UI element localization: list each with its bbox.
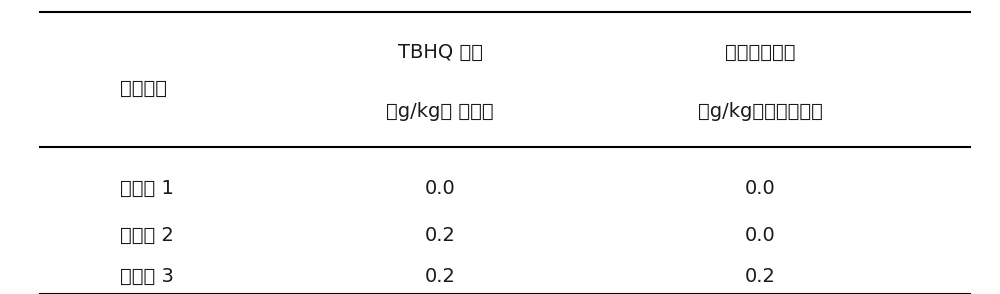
Text: 样品编号: 样品编号 xyxy=(120,79,167,98)
Text: （g/kg， 奶油）: （g/kg， 奶油） xyxy=(386,102,494,121)
Text: 0.0: 0.0 xyxy=(745,179,775,198)
Text: 0.0: 0.0 xyxy=(745,226,775,245)
Text: （g/kg，泡芙外壳）: （g/kg，泡芙外壳） xyxy=(698,102,822,121)
Text: 样品组 1: 样品组 1 xyxy=(120,179,174,198)
Text: 样品组 2: 样品组 2 xyxy=(120,226,174,245)
Text: 0.0: 0.0 xyxy=(425,179,455,198)
Text: 0.2: 0.2 xyxy=(425,226,455,245)
Text: 抗坏血酸含量: 抗坏血酸含量 xyxy=(725,44,795,62)
Text: 样品组 3: 样品组 3 xyxy=(120,267,174,286)
Text: TBHQ 含量: TBHQ 含量 xyxy=(398,44,482,62)
Text: 0.2: 0.2 xyxy=(745,267,775,286)
Text: 0.2: 0.2 xyxy=(425,267,455,286)
